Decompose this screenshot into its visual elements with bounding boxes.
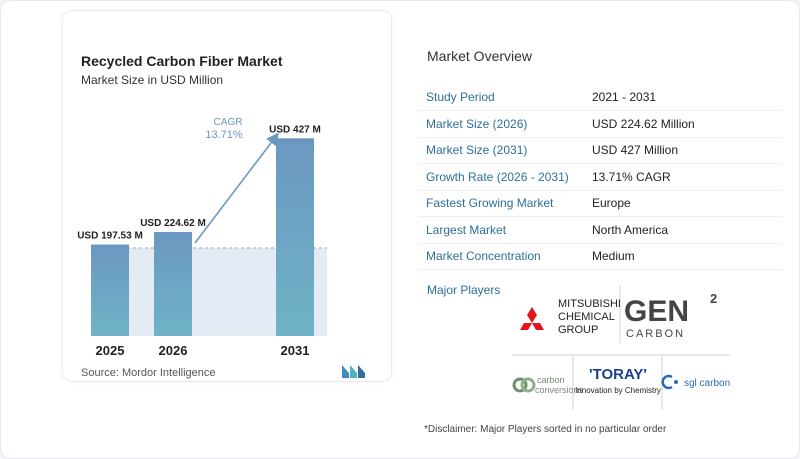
toray-tagline: Innovation by Chemistry	[575, 386, 661, 395]
x-tick-label: 2026	[159, 343, 188, 358]
overview-row-value: North America	[586, 216, 782, 244]
bar-2025	[91, 244, 129, 336]
overview-row: Largest Market North America	[418, 216, 782, 244]
cc-line2: conversions	[535, 385, 584, 395]
x-tick-label: 2031	[281, 343, 310, 358]
mordor-intelligence-logo	[342, 365, 365, 378]
major-players-label: Major Players	[427, 283, 501, 297]
overview-row-value: USD 427 Million	[586, 137, 782, 164]
overview-title: Market Overview	[427, 48, 533, 64]
source-note: Source: Mordor Intelligence	[81, 367, 216, 379]
disclaimer: *Disclaimer: Major Players sorted in no …	[424, 424, 667, 435]
toray-logo: 'TORAY' Innovation by Chemistry	[575, 366, 661, 395]
cagr-label: CAGR	[214, 117, 243, 128]
chart-subtitle: Market Size in USD Million	[81, 73, 224, 87]
overview-row-key: Fastest Growing Market	[418, 190, 586, 217]
sgl-text: sgl carbon	[684, 378, 730, 389]
cc-line1: carbon	[537, 375, 565, 385]
chart-title: Recycled Carbon Fiber Market	[81, 53, 283, 69]
overview-row: Growth Rate (2026 - 2031) 13.71% CAGR	[418, 163, 782, 191]
overview-row: Market Concentration Medium	[418, 243, 782, 270]
overview-row-key: Growth Rate (2026 - 2031)	[418, 163, 586, 191]
cagr-value: 13.71%	[205, 129, 243, 141]
mitsubishi-line2: CHEMICAL	[558, 311, 615, 323]
bar-2026	[154, 231, 192, 336]
bar-chart: USD 197.53 M 2025 USD 224.62 M 2026 USD 427 …	[77, 117, 327, 358]
gen2-carbon-logo: GEN 2 CARBON	[624, 291, 717, 340]
gen2-sup: 2	[710, 291, 717, 306]
x-tick-label: 2025	[96, 343, 125, 358]
major-players-logos: MITSUBISHI CHEMICAL GROUP GEN 2 CARBON c…	[512, 285, 730, 410]
overview-row: Fastest Growing Market Europe	[418, 190, 782, 217]
overview-row-key: Market Size (2026)	[418, 110, 586, 138]
overview-row-value: Europe	[586, 190, 782, 217]
bar-value-label: USD 427 M	[269, 124, 321, 135]
overview-row-value: 13.71% CAGR	[586, 163, 782, 191]
chart-card: Recycled Carbon Fiber Market Market Size…	[62, 10, 392, 382]
toray-name: 'TORAY'	[589, 366, 647, 383]
bar-2031	[276, 138, 314, 336]
overview-table: Study Period 2021 - 2031 Market Size (2026…	[418, 84, 782, 270]
overview-row: Market Size (2031) USD 427 Million	[418, 137, 782, 164]
cagr-arrow	[194, 132, 279, 244]
gen2-sub: CARBON	[626, 328, 685, 340]
market-overview: Market Overview Study Period 2021 - 2031 M…	[416, 0, 800, 459]
overview-row: Market Size (2026) USD 224.62 Million	[418, 110, 782, 138]
overview-row-value: USD 224.62 Million	[586, 110, 782, 138]
mitsubishi-logo: MITSUBISHI CHEMICAL GROUP	[520, 298, 621, 336]
carbon-conversions-logo: carbon conversions	[512, 375, 584, 395]
mitsubishi-line1: MITSUBISHI	[558, 298, 621, 310]
bar-value-label: USD 224.62 M	[140, 218, 206, 229]
overview-row-key: Study Period	[418, 84, 586, 111]
mitsubishi-line3: GROUP	[558, 324, 598, 336]
overview-row-value: Medium	[586, 243, 782, 270]
bar-value-label: USD 197.53 M	[77, 231, 143, 242]
overview-row-key: Market Concentration	[418, 243, 586, 270]
overview-row-key: Largest Market	[418, 216, 586, 244]
sgl-carbon-logo: sgl carbon	[661, 374, 730, 390]
gen2-main: GEN	[624, 295, 689, 328]
overview-row: Study Period 2021 - 2031	[418, 84, 782, 111]
overview-row-value: 2021 - 2031	[586, 84, 782, 111]
overview-row-key: Market Size (2031)	[418, 137, 586, 164]
